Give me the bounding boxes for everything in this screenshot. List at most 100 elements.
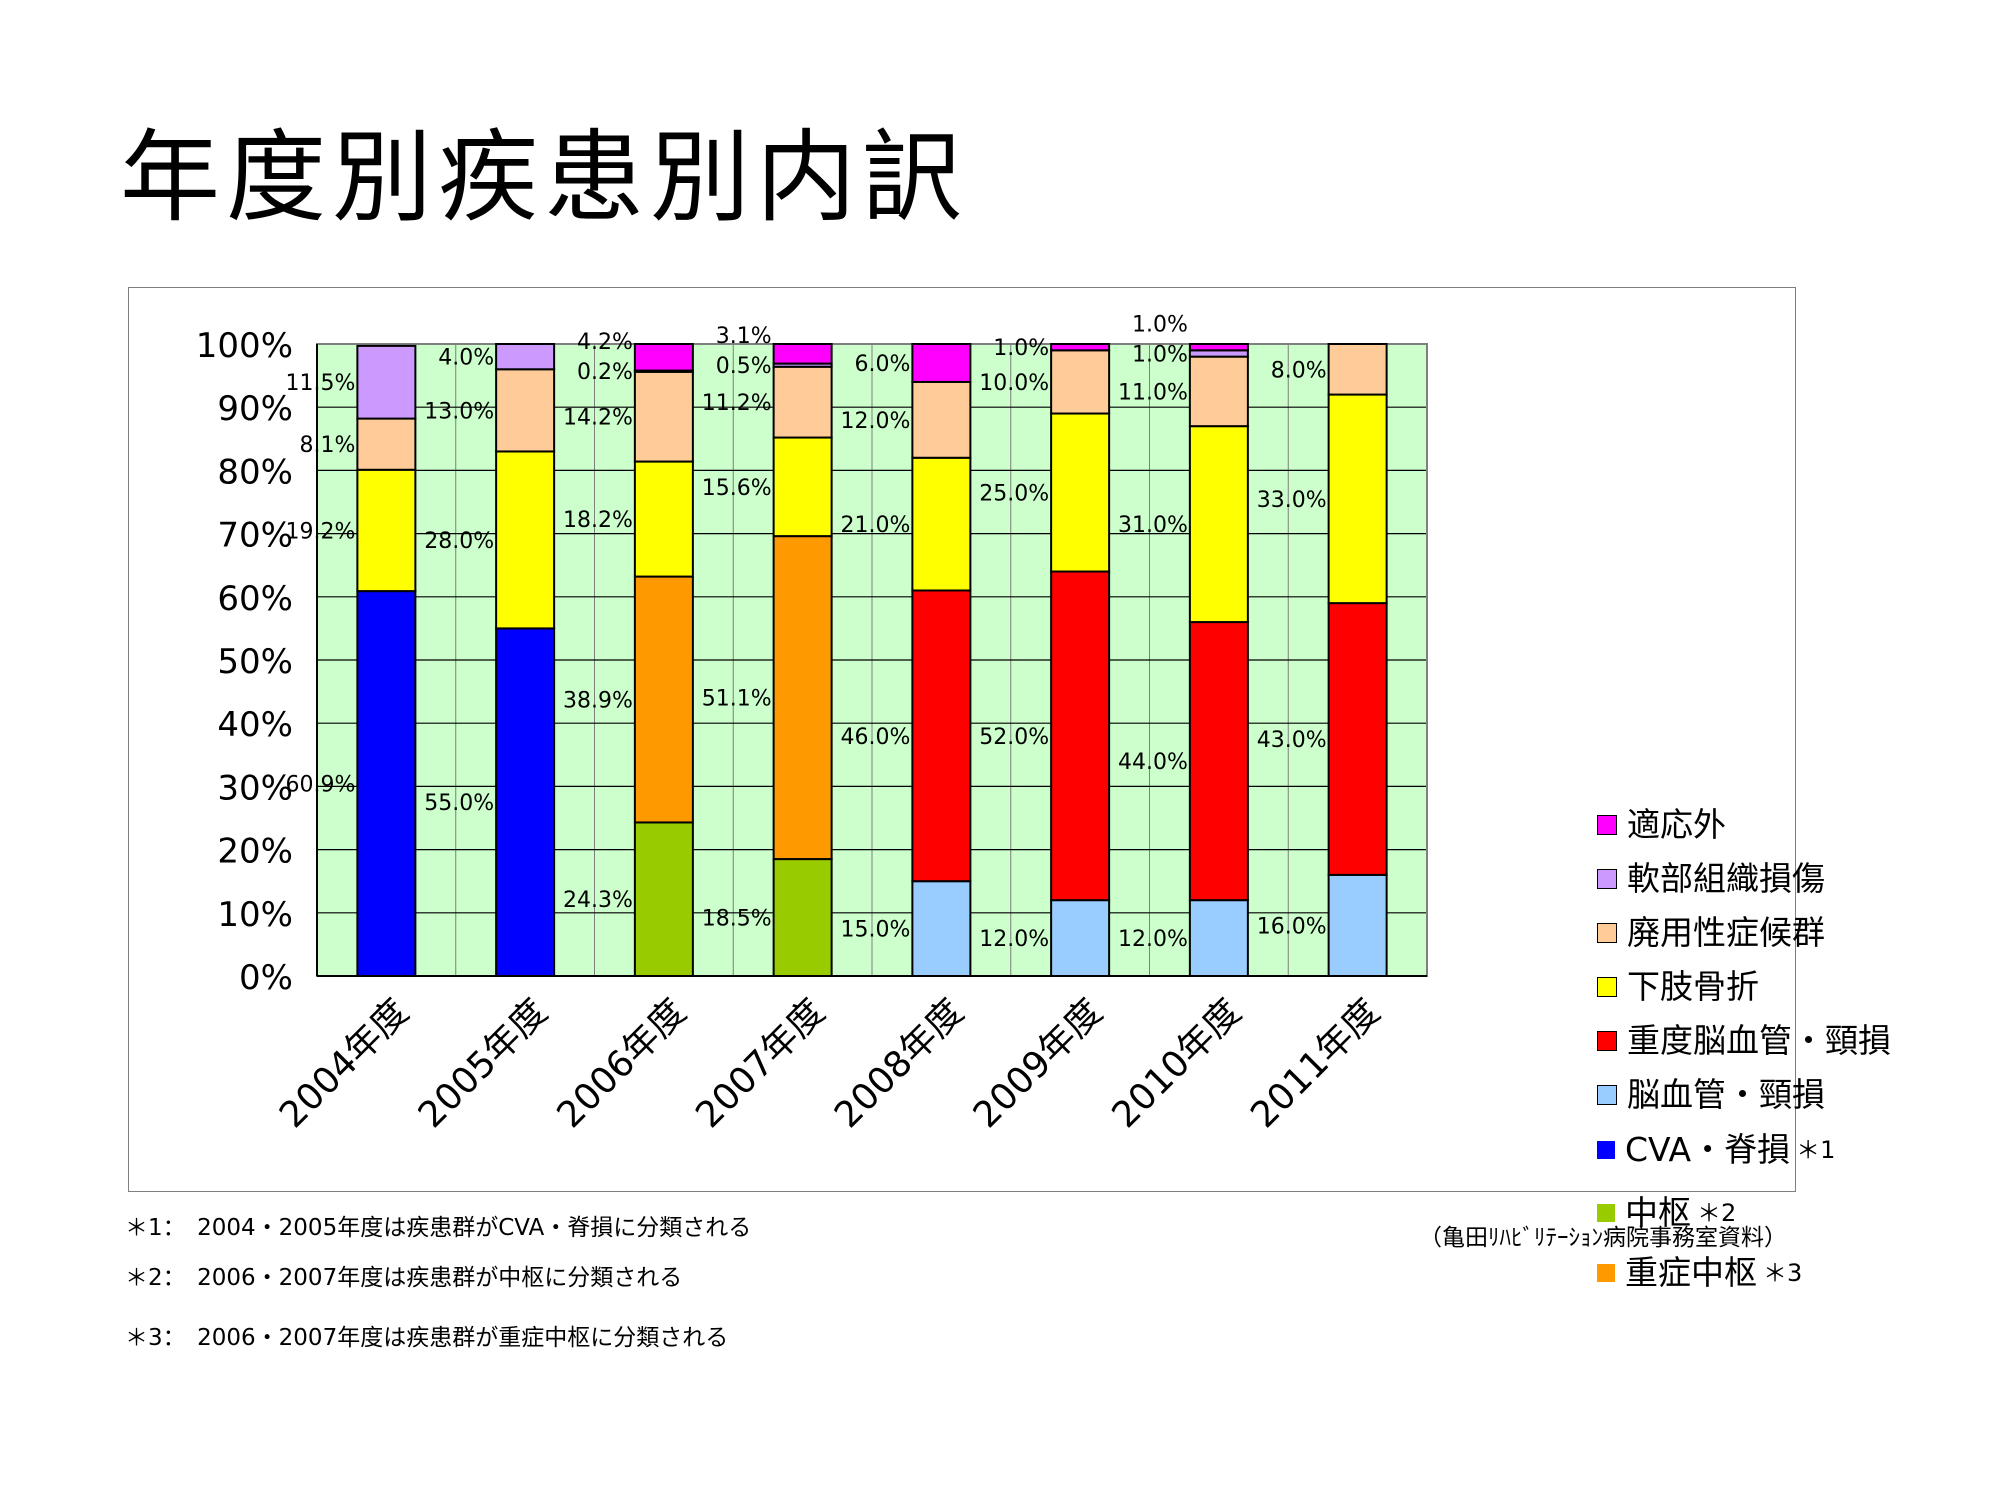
bar-segment [1050,570,1111,902]
data-label: 28.0% [424,529,494,554]
legend-footnote-marker: ＊2 [1697,1198,1737,1227]
legend-item: 廃用性症候群 [1597,916,1825,949]
bar-segment [772,858,833,978]
bar-segment [1188,425,1249,624]
bar-segment [633,343,694,372]
legend-item: 適応外 [1597,808,1726,841]
bar-segment [1327,873,1388,978]
data-label: 15.6% [702,476,772,501]
bar-segment [1050,343,1111,352]
bar-segment [1050,349,1111,415]
bar-segment [772,535,833,861]
legend-footnote-marker: ＊3 [1763,1258,1803,1287]
data-label: 60.9% [285,773,355,798]
legend-label: 廃用性症候群 [1627,913,1825,952]
bar-segment [1050,412,1111,573]
bar-segment [356,468,417,593]
y-tick-label: 0% [239,958,293,998]
bar-segment [1188,899,1249,977]
bar-segment [356,590,417,977]
data-label: 11.5% [285,371,355,396]
data-label: 8.0% [1271,358,1327,383]
data-label: 0.2% [577,360,633,385]
y-tick-label: 10% [217,895,293,935]
data-label: 12.0% [1118,927,1188,952]
y-tick-label: 90% [217,389,293,429]
footnote-3: ＊3： 2006・2007年度は疾患群が重症中枢に分類される [125,1325,729,1351]
data-label: 18.2% [563,508,633,533]
bar-segment [356,417,417,471]
bar-segment [633,575,694,824]
legend-swatch [1597,814,1617,835]
data-label: 1.0% [1132,312,1188,337]
legend-swatch [1597,868,1617,889]
data-label: 16.0% [1257,914,1327,939]
data-label: 11.0% [1118,380,1188,405]
data-label: 0.5% [716,354,772,379]
bar-segment [356,344,417,420]
data-label: 1.0% [993,336,1049,361]
legend-item: 重度脳血管・頸損 [1597,1024,1891,1057]
bar-segment [911,880,972,978]
legend-swatch [1597,1140,1615,1159]
page-title: 年度別疾患別内訳 [120,119,968,236]
data-label: 14.2% [563,406,633,431]
y-tick-label: 40% [217,705,293,745]
data-label: 19.2% [285,519,355,544]
x-tick-label: 2004年度 [272,991,417,1136]
bar-segment [1050,899,1111,977]
legend-label: 脳血管・頸損 [1627,1075,1825,1114]
legend-label: 下肢骨折 [1627,967,1759,1006]
x-tick-label: 2005年度 [411,991,556,1136]
data-label: 3.1% [716,324,772,349]
legend-item: CVA・脊損 ＊1 [1597,1133,1835,1166]
data-label: 51.1% [702,687,772,712]
data-label: 4.2% [577,330,633,355]
x-tick-label: 2011年度 [1243,991,1388,1136]
data-label: 8.1% [299,433,355,458]
legend-item: 重症中枢 ＊3 [1597,1256,1802,1289]
stacked-bar-chart: 0% 10% 20% 30% 40% 50% 60% 70% 80% 90% 100% 60.9% 19… [196,312,1428,1136]
bar-segment [772,436,833,538]
bar-segment [911,380,972,459]
legend-label: 重度脳血管・頸損 [1627,1021,1891,1060]
data-label: 52.0% [979,725,1049,750]
legend-item: 中枢 ＊2 [1597,1196,1736,1229]
bar-segment [911,343,972,383]
bar-segment [495,627,556,977]
bar-segment [633,370,694,463]
data-label: 43.0% [1257,728,1327,753]
y-tick-label: 60% [217,579,293,619]
legend-item: 下肢骨折 [1597,970,1759,1003]
data-label: 24.3% [563,888,633,913]
bar-segment [1188,621,1249,902]
data-label: 55.0% [424,791,494,816]
data-label: 44.0% [1118,750,1188,775]
legend-label: 中枢 [1625,1193,1691,1232]
y-tick-label: 100% [196,326,293,366]
x-tick-label: 2007年度 [688,991,833,1136]
legend-label: 重症中枢 [1625,1253,1757,1292]
bar-segment [1327,393,1388,605]
y-tick-label: 80% [217,452,293,492]
data-label: 11.2% [702,391,772,416]
data-label: 12.0% [979,927,1049,952]
bar-segment [772,365,833,439]
x-tick-label: 2006年度 [550,991,695,1136]
data-label: 18.5% [702,907,772,932]
bar-segment [1327,343,1388,396]
bar-segment [1188,355,1249,428]
bar-segment [911,589,972,883]
x-tick-label: 2008年度 [827,991,972,1136]
chart-container: 0% 10% 20% 30% 40% 50% 60% 70% 80% 90% 100% 60.9% 19… [128,287,1891,1289]
legend-swatch [1597,922,1617,943]
x-tick-label: 2009年度 [966,991,1111,1136]
legend-swatch [1597,1030,1617,1051]
data-label: 1.0% [1132,342,1188,367]
bar-segment [495,450,556,630]
data-label: 38.9% [563,689,633,714]
y-tick-label: 50% [217,642,293,682]
source-note: （亀田ﾘﾊﾋﾞﾘﾃｰｼｮﾝ病院事務室資料） [1419,1225,1787,1251]
data-label: 12.0% [840,409,910,434]
bar-segment [911,456,972,592]
